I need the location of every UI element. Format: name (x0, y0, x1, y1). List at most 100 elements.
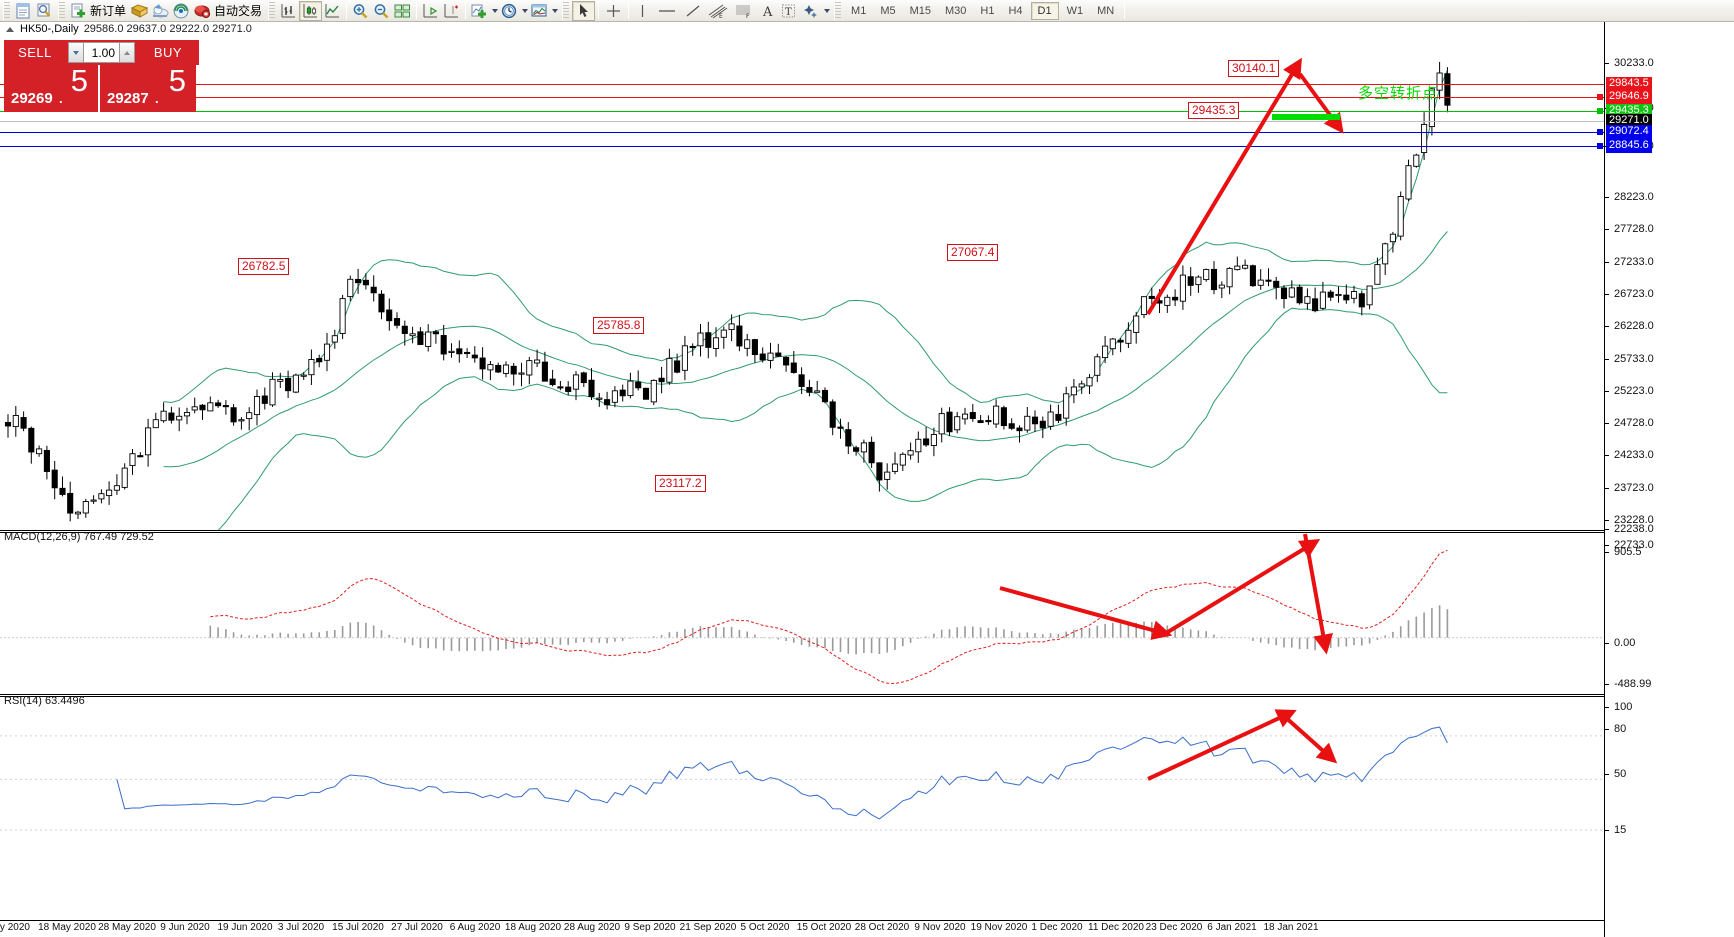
chart-window[interactable]: HK50-,Daily 29586.0 29637.0 29222.0 2927… (0, 22, 1734, 937)
macd-label: MACD(12,26,9) 767.49 729.52 (4, 531, 154, 543)
timeframe-m30[interactable]: M30 (945, 4, 967, 17)
horizontal-level-line[interactable] (0, 146, 1604, 147)
add-indicator-icon[interactable] (469, 1, 490, 21)
one-click-trading-panel[interactable]: SELL 1.00 BUY 29269 . 5 29287 . 5 (4, 40, 199, 112)
templates-icon[interactable] (529, 1, 550, 21)
templates-caret-icon[interactable] (550, 2, 559, 20)
horizontal-level-line[interactable] (0, 84, 1604, 85)
toolbar-grip-4[interactable] (562, 1, 570, 20)
candlestick-chart-icon[interactable] (299, 0, 323, 21)
buy-button[interactable]: BUY (137, 40, 199, 65)
horizontal-level-line[interactable] (0, 97, 1604, 98)
toolbar-grip[interactable] (3, 1, 10, 20)
horizontal-level-line[interactable] (0, 121, 1604, 122)
auto-scroll-icon[interactable] (420, 1, 441, 21)
price-level-label[interactable]: 28845.6 (1606, 139, 1652, 153)
volume-stepper[interactable]: 1.00 (66, 40, 137, 65)
equidistant-channel-icon[interactable]: E (705, 1, 731, 21)
timeframe-w1[interactable]: W1 (1066, 4, 1084, 17)
timeframe-d1[interactable]: D1 (1030, 1, 1059, 20)
sell-price[interactable]: 29269 . 5 (4, 63, 100, 112)
candle-bullish (1234, 265, 1241, 271)
horizontal-line-icon[interactable] (653, 1, 681, 21)
candle-bearish (923, 438, 930, 446)
price-level-label[interactable]: 29646.9 (1606, 90, 1652, 104)
price-tick: 22733.0 (1605, 539, 1654, 551)
pane-separator-macd[interactable] (0, 530, 1734, 533)
period-clock-icon[interactable] (499, 1, 520, 21)
shapes-caret-icon[interactable] (822, 2, 831, 20)
price-scale[interactable]: 30233.029733.028733.028223.027728.027233… (1604, 22, 1734, 937)
zoom-out-icon[interactable] (371, 1, 392, 21)
autotrading-button[interactable] (192, 1, 213, 21)
signals-icon[interactable] (171, 1, 192, 21)
chart-shift-icon[interactable] (441, 1, 462, 21)
tile-windows-icon[interactable] (392, 1, 413, 21)
annotation-price-box[interactable]: 30140.1 (1228, 60, 1280, 77)
annotation-text[interactable]: 多空转折点 (1358, 84, 1439, 102)
trendline-icon[interactable] (681, 1, 705, 21)
toolbar-grip-2[interactable] (58, 1, 65, 20)
timeframe-m15[interactable]: M15 (909, 4, 931, 17)
buy-price[interactable]: 29287 . 5 (100, 63, 196, 112)
level-drag-handle[interactable] (1597, 143, 1603, 149)
volume-down-icon[interactable] (68, 42, 84, 63)
text-icon[interactable]: A (757, 1, 778, 21)
horizontal-level-line[interactable] (0, 111, 1604, 112)
candle-bullish (650, 379, 657, 403)
candle-bullish (246, 412, 253, 420)
shapes-icon[interactable] (799, 1, 822, 21)
add-indicator-caret-icon[interactable] (490, 2, 499, 20)
toolbar-grip-5[interactable] (834, 1, 842, 20)
volume-up-icon[interactable] (119, 42, 135, 63)
annotation-price-box[interactable]: 23117.2 (655, 475, 706, 492)
level-drag-handle[interactable] (1597, 129, 1603, 135)
zoom-in-icon[interactable] (350, 1, 371, 21)
metaeditor-icon[interactable] (150, 1, 171, 21)
cursor-icon[interactable] (572, 0, 596, 21)
annotation-price-box[interactable]: 27067.4 (947, 244, 999, 261)
buy-price-int: 29287 (107, 90, 149, 107)
level-drag-handle[interactable] (1597, 94, 1603, 100)
mql5-community-icon[interactable] (129, 1, 150, 21)
volume-input[interactable]: 1.00 (84, 42, 119, 63)
candle-bearish (969, 412, 976, 419)
collapse-arrow-icon[interactable] (6, 26, 14, 32)
candle-bearish (845, 429, 852, 447)
data-window-icon[interactable] (34, 1, 55, 21)
candle-bearish (401, 325, 408, 334)
price-tick: 23723.0 (1605, 482, 1654, 494)
chart-window-icon[interactable] (13, 1, 34, 21)
timeframe-h1[interactable]: H1 (980, 4, 995, 17)
timeframe-h4[interactable]: H4 (1008, 4, 1023, 17)
price-level-label[interactable]: 29843.5 (1606, 77, 1652, 91)
vertical-line-icon[interactable] (632, 1, 653, 21)
horizontal-level-line[interactable] (0, 132, 1604, 133)
level-drag-handle[interactable] (1597, 108, 1603, 114)
line-chart-icon[interactable] (322, 1, 343, 21)
timeframe-m5[interactable]: M5 (880, 4, 896, 17)
toolbar-grip-3[interactable] (268, 1, 276, 20)
bar-chart-icon[interactable] (278, 1, 299, 21)
crosshair-icon[interactable] (602, 1, 625, 21)
candle-bullish (697, 332, 704, 347)
candle-bearish (868, 441, 875, 464)
candle-bullish (1366, 285, 1373, 306)
new-order-button[interactable] (68, 1, 89, 21)
sell-button[interactable]: SELL (4, 40, 66, 65)
text-label-icon[interactable]: T (778, 1, 799, 21)
candle-bearish (222, 405, 229, 408)
annotation-price-box[interactable]: 26782.5 (238, 258, 290, 275)
timeframe-m1[interactable]: M1 (851, 4, 867, 17)
fibonacci-retracement-icon[interactable]: F (731, 1, 757, 21)
period-caret-icon[interactable] (520, 2, 529, 20)
price-level-label[interactable]: 29072.4 (1606, 125, 1652, 139)
candle-bearish (362, 279, 369, 286)
candle-bullish (409, 333, 416, 337)
timeframe-mn[interactable]: MN (1097, 4, 1115, 17)
annotation-price-box[interactable]: 25785.8 (593, 317, 645, 334)
pane-separator-rsi[interactable] (0, 694, 1734, 697)
annotation-price-box[interactable]: 29435.3 (1188, 102, 1240, 119)
price-level-label[interactable]: 29271.0 (1606, 114, 1652, 128)
